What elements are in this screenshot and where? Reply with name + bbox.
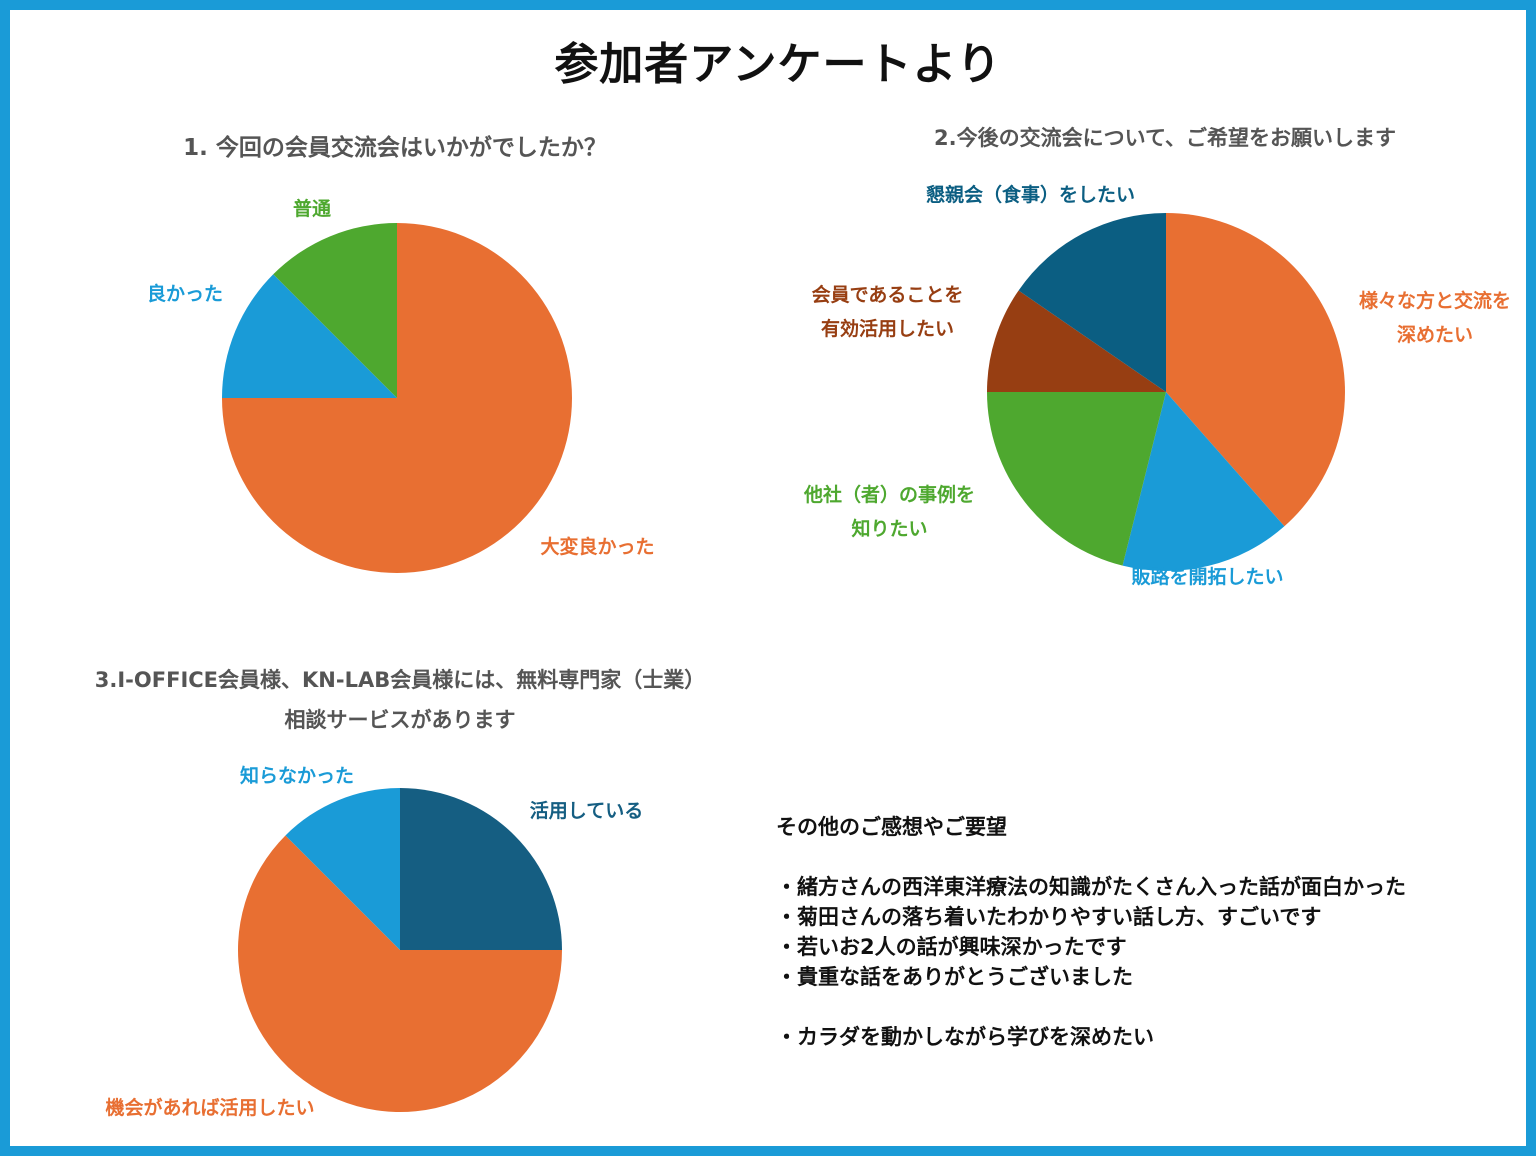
chart-3-slice-0 [400, 788, 562, 950]
chart-2-slice-0 [1166, 213, 1345, 527]
chart-1-label-normal: 普通 [292, 198, 331, 220]
chart-2-pie [987, 213, 1345, 571]
chart-1-slice-2 [273, 223, 397, 398]
chart-3-slice-1 [237, 835, 562, 1113]
chart-1-title: 1. 今回の会員交流会はいかがでしたか？ [183, 135, 607, 161]
comment-gap [776, 992, 1516, 1022]
chart-2-label-dinner: 懇親会（食事）をしたい [925, 184, 1135, 206]
chart-3-slice-2 [285, 788, 400, 950]
comment-item: ・緒方さんの西洋東洋療法の知識がたくさん入った話が面白かった [776, 875, 1406, 899]
comments-section: その他のご感想やご要望 ・緒方さんの西洋東洋療法の知識がたくさん入った話が面白か… [776, 812, 1516, 1052]
comment-item: ・若いお2人の話が興味深かったです [776, 935, 1127, 959]
chart-2-title: 2.今後の交流会について、ご希望をお願いします [934, 126, 1396, 150]
chart-2-label-sales-channel: 販路を開拓したい [1131, 566, 1284, 588]
chart-1-label-good: 良かった [146, 283, 223, 305]
chart-3-label-didnt-know: 知らなかった [239, 765, 354, 787]
comments-heading: その他のご感想やご要望 [776, 815, 1007, 839]
chart-2-label-membership: 会員であることを 有効活用したい [811, 284, 964, 340]
chart-2-label-case-studies: 他社（者）の事例を 知りたい [803, 484, 975, 540]
comment-item: ・菊田さんの落ち着いたわかりやすい話し方、すごいです [776, 905, 1322, 929]
chart-2-slice-2 [987, 392, 1166, 566]
chart-3-label-using: 活用している [529, 800, 644, 822]
chart-2-slice-4 [1018, 213, 1166, 392]
chart-1-label-very-good: 大変良かった [540, 536, 655, 558]
chart-2-label-exchange: 様々な方と交流を 深めたい [1358, 290, 1511, 346]
page-title: 参加者アンケートより [554, 39, 1002, 90]
chart-3-label-will-use: 機会があれば活用したい [105, 1097, 315, 1119]
chart-2-slice-1 [1122, 392, 1285, 571]
chart-1-slice-1 [222, 274, 397, 398]
chart-2-slice-3 [987, 290, 1166, 392]
chart-1-pie [222, 223, 572, 573]
comment-item: ・カラダを動かしながら学びを深めたい [776, 1025, 1154, 1049]
chart-3-pie [237, 788, 562, 1113]
comment-item: ・貴重な話をありがとうございました [776, 965, 1133, 989]
chart-3-title: 3.I-OFFICE会員様、KN-LAB会員様には、無料専門家（士業） 相談サー… [94, 668, 706, 732]
